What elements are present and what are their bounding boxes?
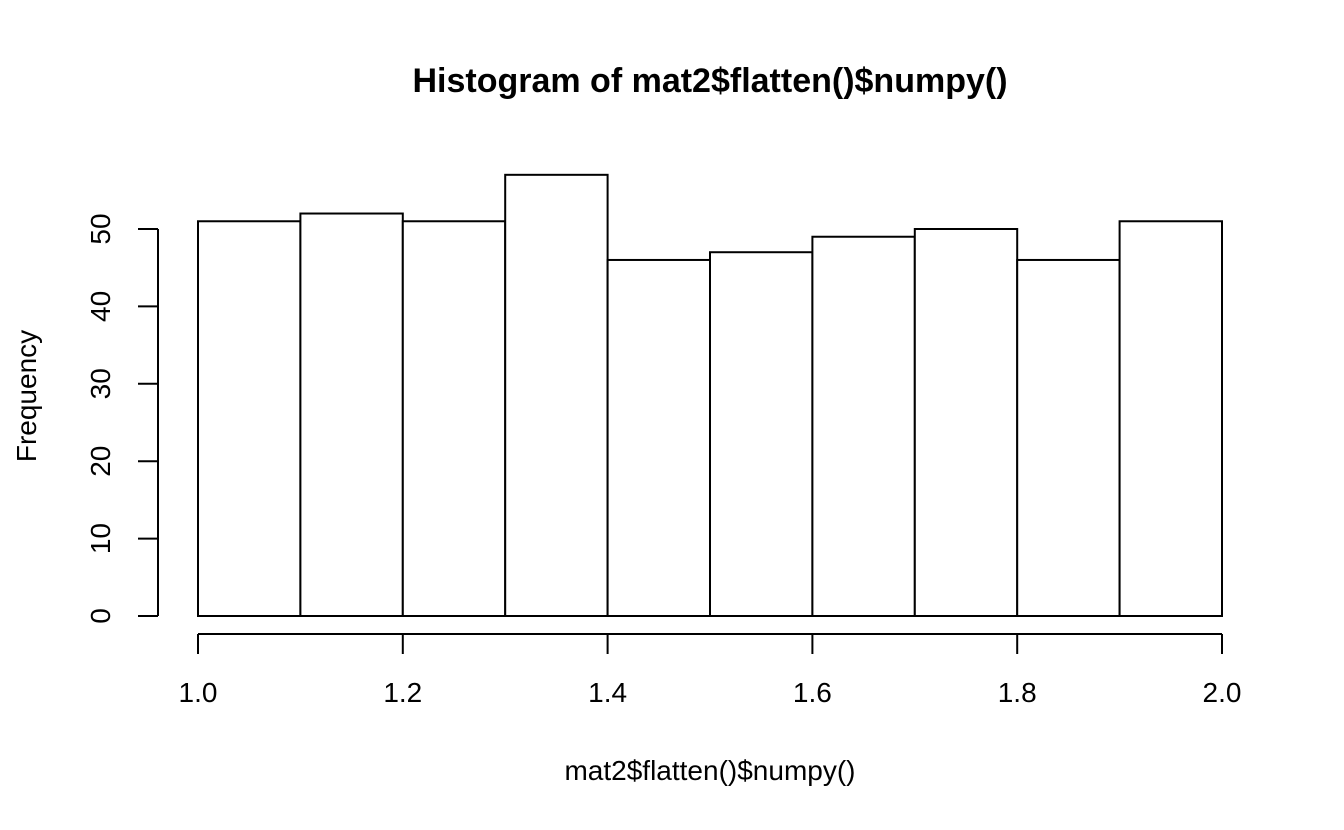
y-tick-label: 20 <box>85 446 116 477</box>
y-tick-label: 40 <box>85 291 116 322</box>
y-tick-label: 0 <box>85 608 116 624</box>
histogram-bar-1 <box>197 220 302 617</box>
x-tick-label: 2.0 <box>1203 677 1242 708</box>
x-tick-label: 1.4 <box>588 677 627 708</box>
x-axis-label: mat2$flatten()$numpy() <box>564 755 855 786</box>
chart-title: Histogram of mat2$flatten()$numpy() <box>412 62 1007 100</box>
histogram-bar-3 <box>401 220 507 617</box>
y-tick-label: 50 <box>85 213 116 244</box>
x-tick-label: 1.8 <box>998 677 1037 708</box>
histogram-bar-7 <box>811 235 916 618</box>
histogram-bar-9 <box>1016 258 1121 617</box>
y-tick-label: 30 <box>85 368 116 399</box>
x-tick-label: 1.2 <box>383 677 422 708</box>
bars-group <box>197 173 1223 618</box>
histogram-bar-6 <box>709 251 814 617</box>
x-axis: 1.0 1.2 1.4 1.6 1.8 2.0 <box>179 633 1242 708</box>
x-tick-label: 1.6 <box>793 677 832 708</box>
histogram-bar-4 <box>504 173 609 617</box>
x-tick-label: 1.0 <box>179 677 218 708</box>
y-tick-label: 10 <box>85 523 116 554</box>
y-axis: 0 10 20 30 40 50 <box>85 213 159 624</box>
histogram-bar-10 <box>1118 220 1223 617</box>
histogram-bar-8 <box>913 228 1019 617</box>
y-axis-label: Frequency <box>11 330 42 462</box>
histogram-bar-5 <box>606 258 711 617</box>
histogram-bar-2 <box>299 212 404 618</box>
